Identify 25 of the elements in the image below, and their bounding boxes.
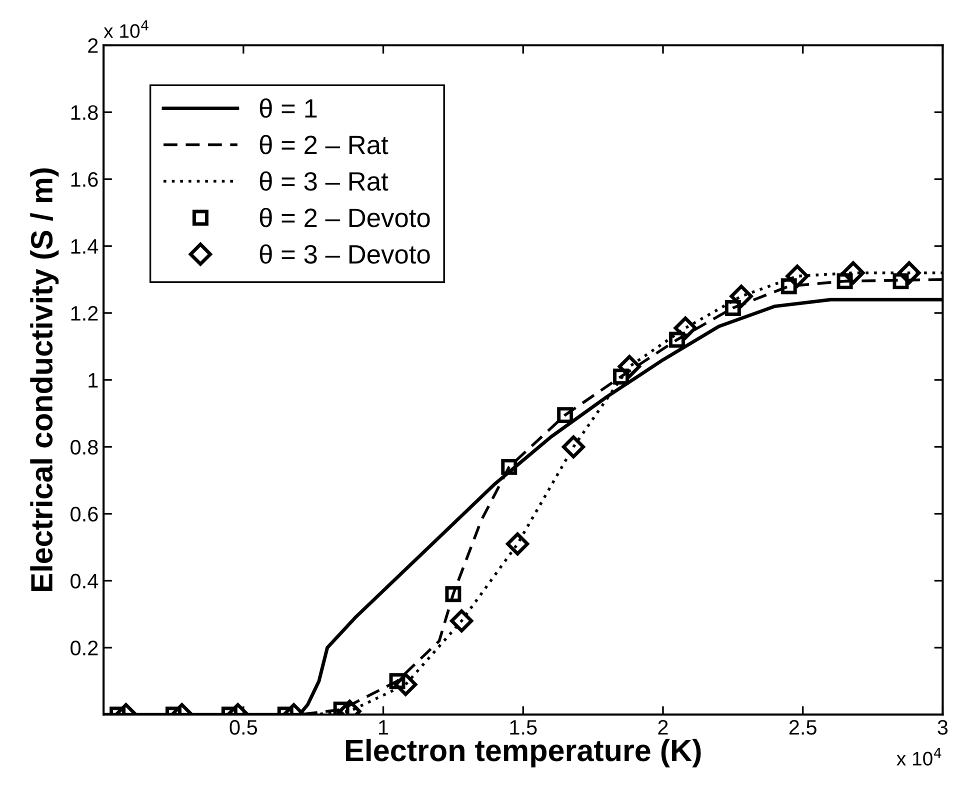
y-tick-label: 0.8 [70, 440, 98, 455]
text: x 10$^{4}$ [104, 20, 148, 38]
y-tick-label: 1.8 [71, 105, 98, 120]
y-tick-label: 0.4 [70, 574, 98, 588]
y-tick-label: 1.2 [71, 306, 98, 321]
legend-label: θ = 3 – Rat [260, 171, 388, 191]
x-tick-label: 2 [658, 720, 668, 735]
x-tick-label: 1.5 [510, 720, 537, 735]
y-tick-label: 0.2 [70, 640, 98, 656]
legend-label: θ = 2 – Rat [260, 134, 388, 154]
text: x 10$^{4}$ [896, 748, 942, 766]
y-tick-label: 1.6 [71, 172, 98, 187]
x-axis-title: Electron temperature (K) [346, 738, 701, 768]
legend-label: θ = 2 – Devoto [260, 208, 430, 228]
legend-label: θ = 1 [260, 98, 317, 118]
y-tick-label: 1 [88, 373, 98, 388]
x-tick-label: 2.5 [789, 720, 816, 735]
legend-label: θ = 3 – Devoto [260, 244, 430, 264]
x-tick-label: 1 [379, 720, 388, 735]
x-tick-label: 3 [938, 720, 948, 735]
y-tick-label: 1.4 [71, 239, 98, 254]
y-axis-title: Electrical conductivity (S / m) [30, 168, 59, 591]
y-tick-label: 2 [88, 38, 98, 53]
y-tick-label: 0.6 [70, 506, 98, 522]
x-tick-label: 0.5 [230, 720, 258, 735]
